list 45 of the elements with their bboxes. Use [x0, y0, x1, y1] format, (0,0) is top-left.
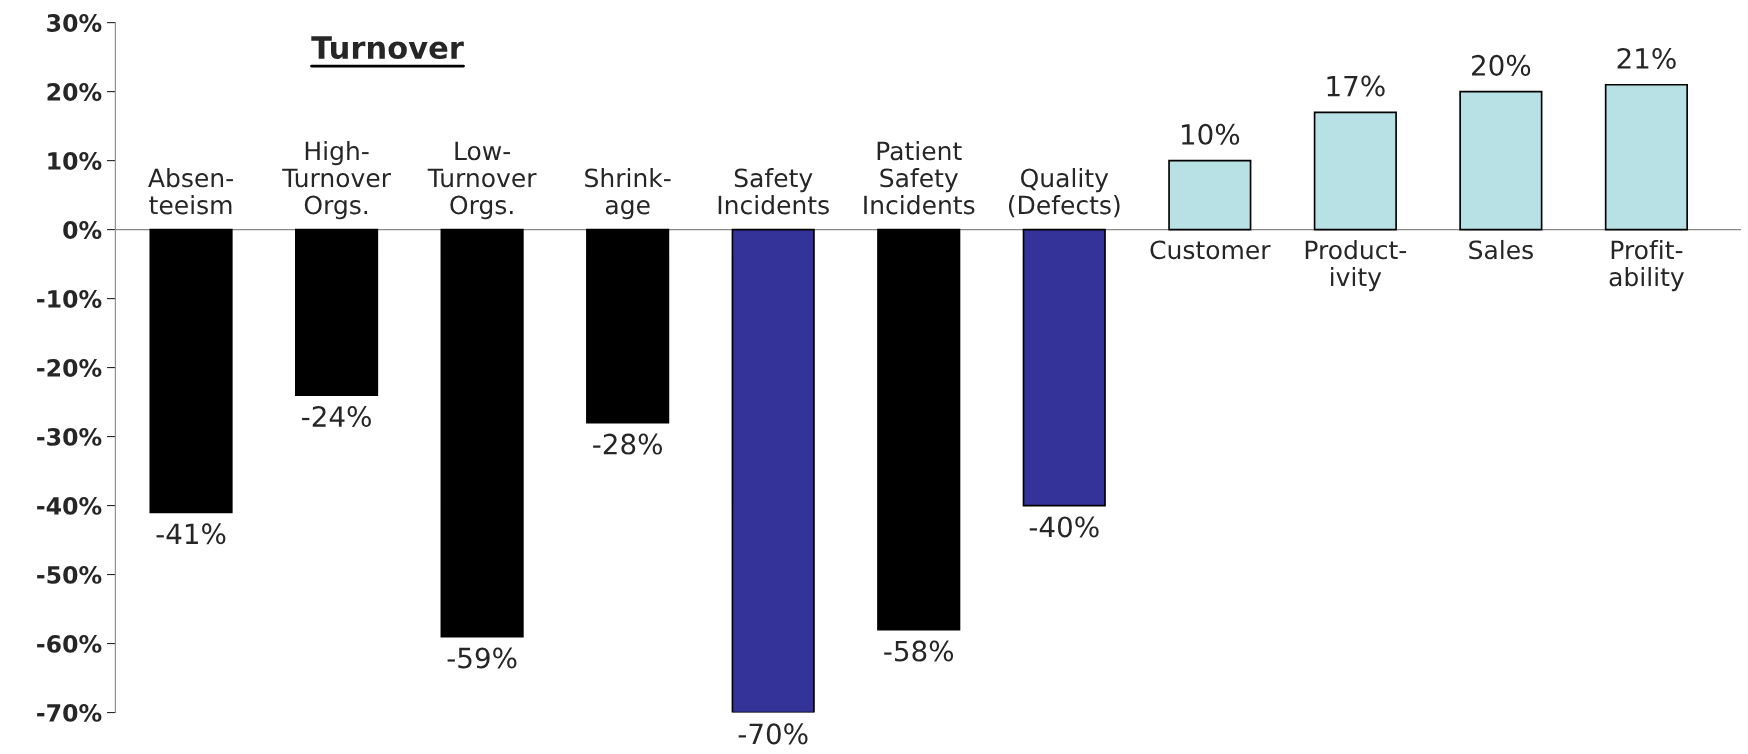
data-label: 21% [1617, 47, 1676, 69]
data-label: -59% [447, 647, 517, 669]
y-tick-label: -70% [37, 703, 102, 722]
x-tick-label: Product- ivity [1305, 239, 1407, 292]
data-label: -40% [1029, 516, 1099, 538]
x-tick-label: Absen- teeism [148, 168, 233, 215]
x-tick-label: Low- Turnover Orgs. [427, 141, 537, 220]
data-label: 20% [1472, 54, 1531, 76]
y-tick-label: -10% [37, 290, 102, 308]
x-tick-label: High- Turnover Orgs. [282, 140, 391, 220]
bar [877, 228, 961, 631]
x-tick-label: Sales [1469, 239, 1533, 260]
x-tick-label: Customer [1150, 240, 1271, 260]
x-tick-label: Shrink- age [585, 168, 671, 220]
bar [294, 228, 379, 397]
bar [1168, 159, 1252, 231]
y-tick-label: -60% [37, 634, 102, 653]
data-label: -28% [593, 433, 663, 455]
bar [1313, 111, 1397, 231]
data-label: 17% [1327, 75, 1385, 97]
chart-title: Turnover [311, 36, 464, 60]
bar [1604, 83, 1688, 231]
y-tick-label: 30% [47, 14, 102, 32]
x-tick-label: Patient Safety Incidents [864, 140, 975, 215]
y-tick-label: -40% [37, 497, 102, 515]
y-tick-label: 0% [63, 221, 102, 239]
y-tick-label: 20% [47, 83, 102, 101]
y-tick-label: -20% [37, 359, 102, 377]
x-tick-label: Profit- ability [1609, 239, 1684, 292]
y-tick-label: -50% [37, 565, 102, 584]
data-label: -41% [156, 523, 226, 545]
data-label: 10% [1181, 123, 1240, 145]
data-label: -58% [884, 640, 954, 662]
bar [149, 228, 233, 514]
bar [1459, 90, 1543, 231]
data-label: -24% [302, 406, 371, 428]
bar [586, 228, 670, 424]
bar [731, 228, 815, 713]
y-tick-label: -30% [37, 428, 102, 446]
bar [440, 228, 524, 638]
data-label: -70% [738, 723, 808, 745]
x-tick-label: Safety Incidents [718, 168, 829, 215]
y-tick-label: 10% [48, 152, 102, 170]
x-tick-label: Quality (Defects) [1008, 168, 1120, 218]
bar [1022, 228, 1106, 507]
